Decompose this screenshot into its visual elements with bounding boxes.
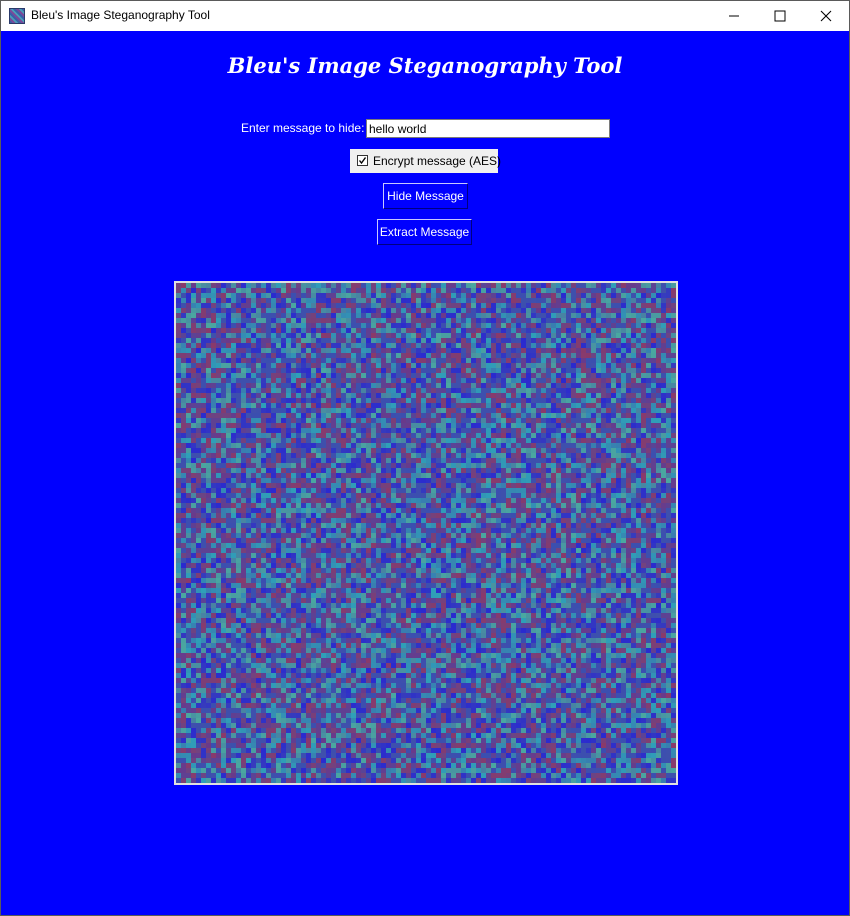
minimize-icon [729, 15, 739, 17]
noise-image [176, 283, 676, 783]
close-button[interactable] [803, 1, 849, 31]
image-preview [174, 281, 678, 785]
hide-message-button[interactable]: Hide Message [383, 183, 468, 209]
message-input[interactable] [366, 119, 610, 138]
app-icon [9, 8, 25, 24]
maximize-icon [774, 10, 786, 22]
checkbox-box[interactable] [357, 155, 368, 166]
message-label: Enter message to hide: [241, 121, 365, 135]
window-title: Bleu's Image Steganography Tool [31, 8, 210, 22]
title-bar[interactable]: Bleu's Image Steganography Tool [1, 1, 849, 31]
encrypt-checkbox[interactable]: Encrypt message (AES) [350, 149, 502, 173]
checkmark-icon [358, 157, 367, 165]
maximize-button[interactable] [757, 1, 803, 31]
minimize-button[interactable] [711, 1, 757, 31]
main-panel: Bleu's Image Steganography Tool Enter me… [1, 31, 849, 915]
close-icon [820, 10, 832, 22]
encrypt-label: Encrypt message (AES) [373, 154, 502, 168]
page-title: Bleu's Image Steganography Tool [227, 53, 623, 78]
extract-message-button[interactable]: Extract Message [377, 219, 472, 245]
